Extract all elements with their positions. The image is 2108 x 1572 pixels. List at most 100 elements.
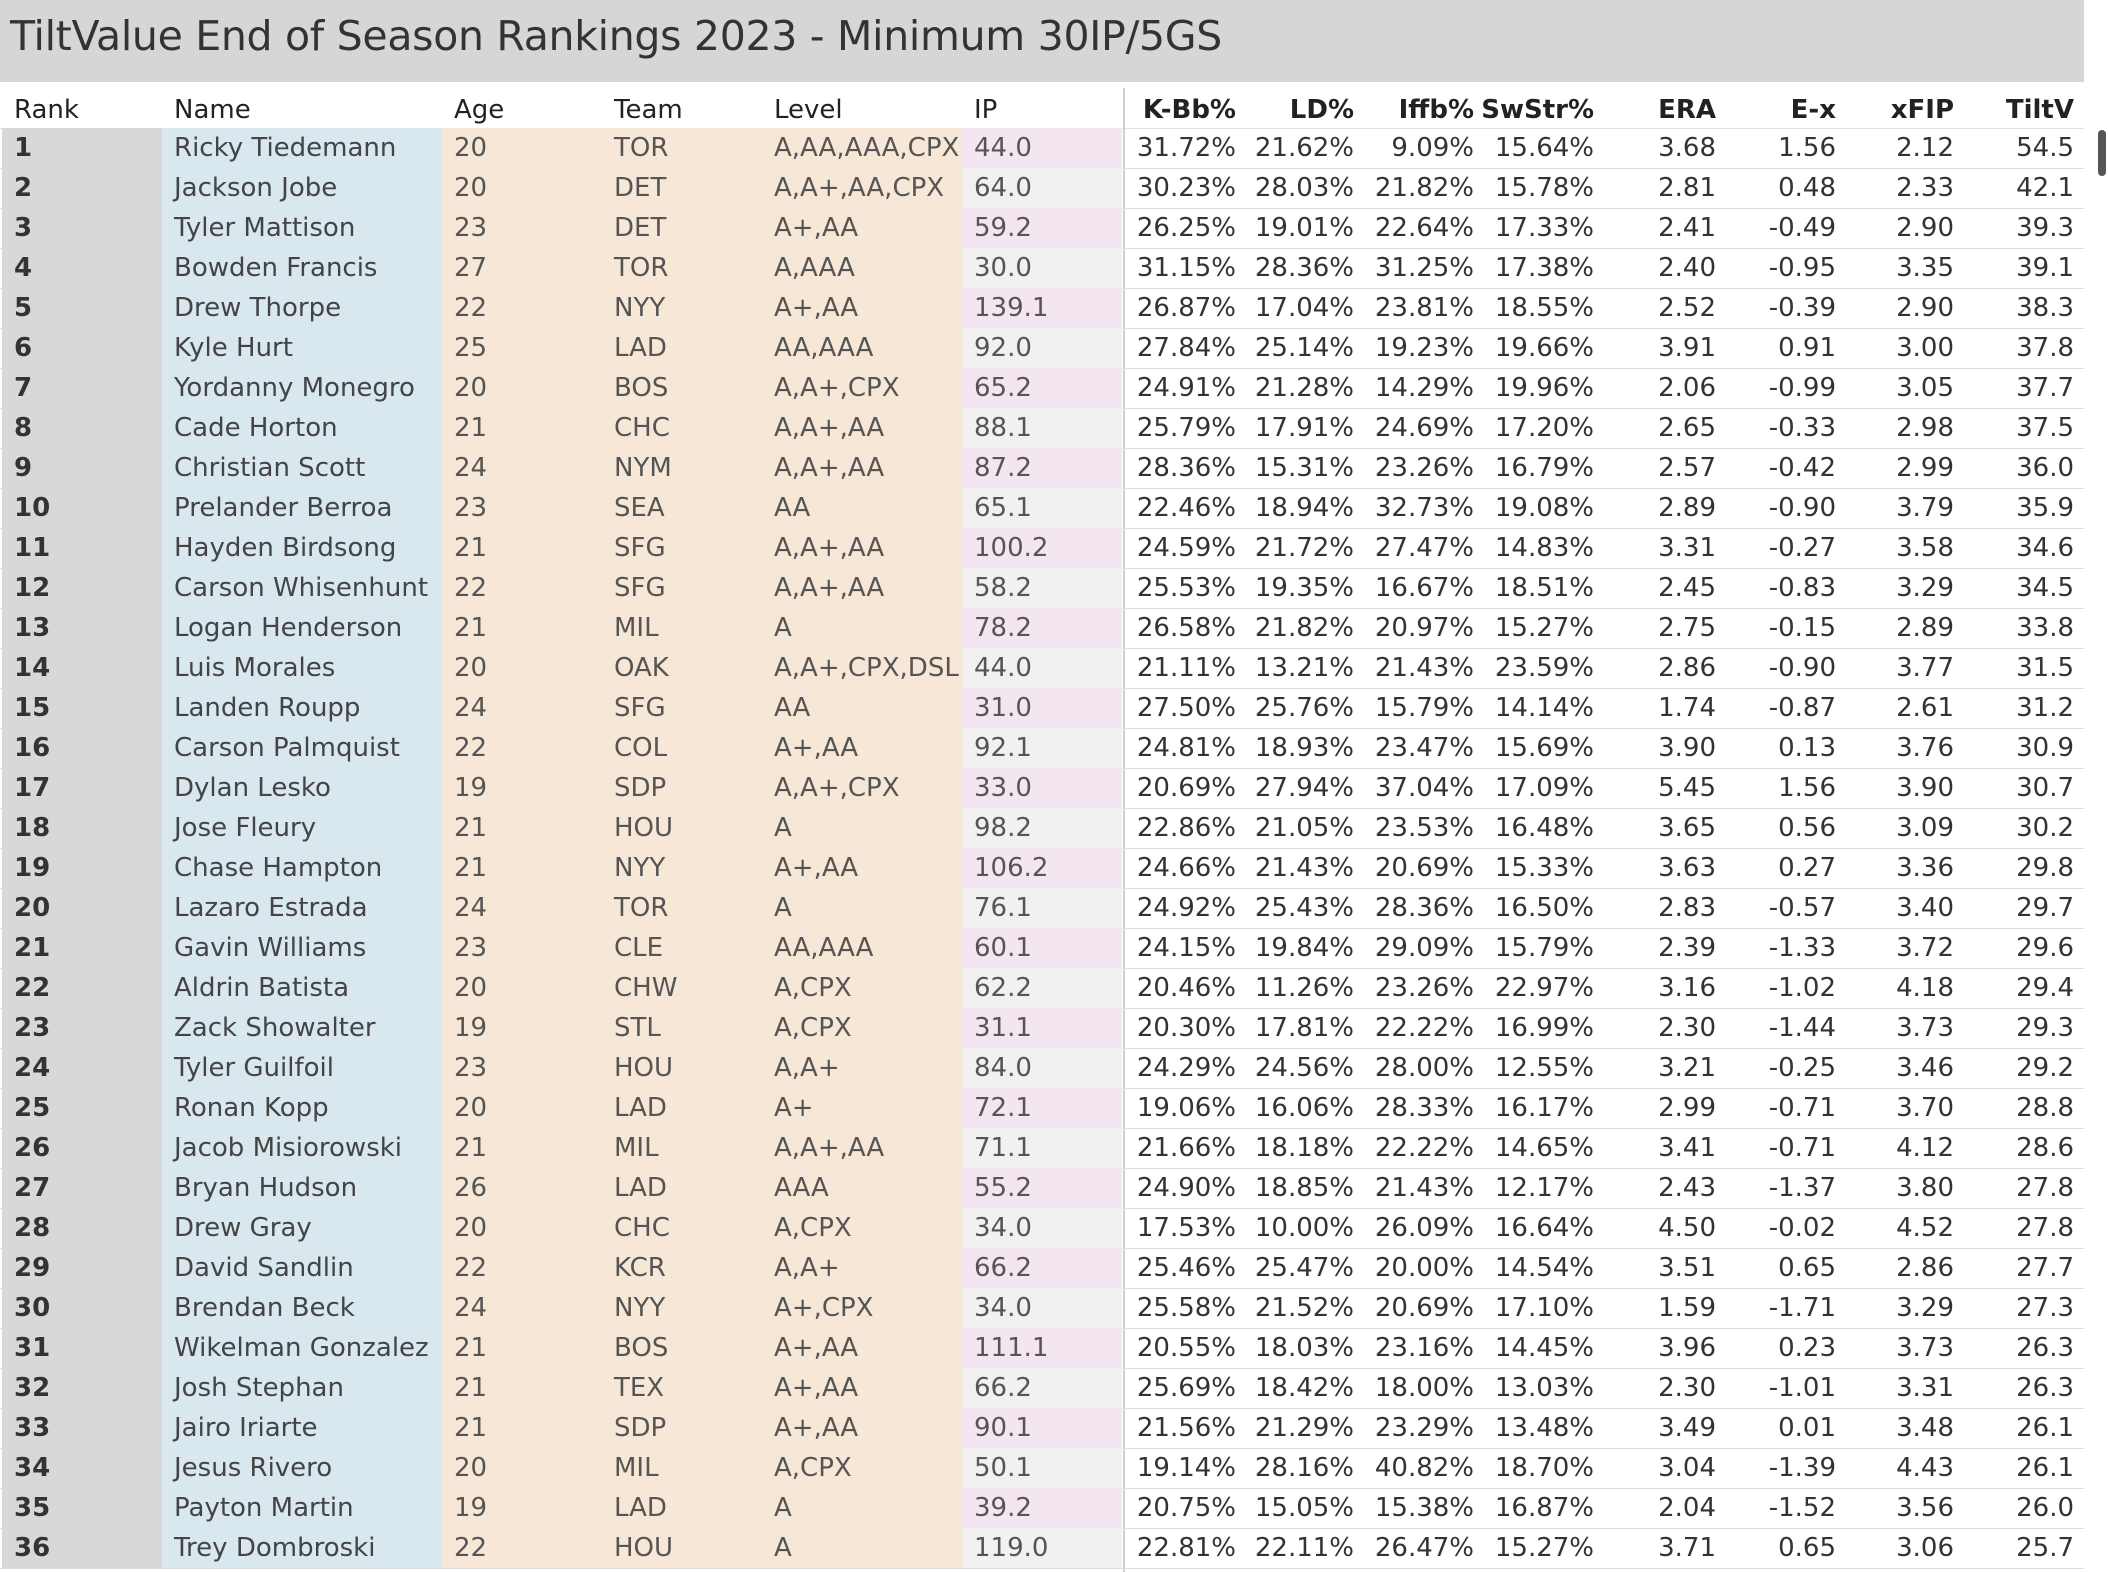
age-cell: 19: [442, 1008, 602, 1048]
ip-cell: 72.1: [962, 1088, 1122, 1128]
team-cell: KCR: [602, 1248, 762, 1288]
level-cell: AA: [762, 488, 962, 528]
iffb-cell: 23.29%: [1374, 1413, 1474, 1443]
table-row[interactable]: 4 Bowden Francis 27 TOR A,AAA 30.0 31.15% 28.36…: [0, 248, 2084, 289]
name-cell: Prelander Berroa: [162, 488, 442, 528]
col-header-ex[interactable]: E-x: [1790, 95, 1836, 125]
table-row[interactable]: 30 Brendan Beck 24 NYY A+,CPX 34.0 25.58% 21.52…: [0, 1288, 2084, 1329]
rank-cell: 16: [2, 728, 162, 768]
table-row[interactable]: 12 Carson Whisenhunt 22 SFG A,A+,AA 58.2 25.53…: [0, 568, 2084, 609]
swstr-cell: 13.48%: [1494, 1413, 1594, 1443]
ip-cell: 92.0: [962, 328, 1122, 368]
tiltv-cell: 28.6: [2016, 1133, 2074, 1163]
name-cell: Yordanny Monegro: [162, 368, 442, 408]
table-row[interactable]: 21 Gavin Williams 23 CLE AA,AAA 60.1 24.15% 19.…: [0, 928, 2084, 969]
table-row[interactable]: 16 Carson Palmquist 22 COL A+,AA 92.1 24.81% 18…: [0, 728, 2084, 769]
table-row[interactable]: 34 Jesus Rivero 20 MIL A,CPX 50.1 19.14% 28.16%…: [0, 1448, 2084, 1489]
table-row[interactable]: 1 Ricky Tiedemann 20 TOR A,AA,AAA,CPX 44.0 31.…: [0, 128, 2084, 169]
team-cell: SFG: [602, 568, 762, 608]
ip-cell: 84.0: [962, 1048, 1122, 1088]
iffb-cell: 23.26%: [1374, 453, 1474, 483]
table-row[interactable]: 15 Landen Roupp 24 SFG AA 31.0 27.50% 25.76% 15.…: [0, 688, 2084, 729]
table-row[interactable]: 11 Hayden Birdsong 21 SFG A,A+,AA 100.2 24.59%…: [0, 528, 2084, 569]
xfip-cell: 3.46: [1896, 1053, 1954, 1083]
col-header-ip[interactable]: IP: [974, 95, 998, 125]
table-row[interactable]: 24 Tyler Guilfoil 23 HOU A,A+ 84.0 24.29% 24.56…: [0, 1048, 2084, 1089]
tiltv-cell: 30.7: [2016, 773, 2074, 803]
table-row[interactable]: 31 Wikelman Gonzalez 21 BOS A+,AA 111.1 20.55%…: [0, 1328, 2084, 1369]
table-row[interactable]: 26 Jacob Misiorowski 21 MIL A,A+,AA 71.1 21.66…: [0, 1128, 2084, 1169]
vertical-scrollbar[interactable]: [2094, 88, 2108, 1572]
ex-cell: -0.27: [1768, 533, 1836, 563]
table-row[interactable]: 28 Drew Gray 20 CHC A,CPX 34.0 17.53% 10.00% 26.…: [0, 1208, 2084, 1249]
table-row[interactable]: 35 Payton Martin 19 LAD A 39.2 20.75% 15.05% 15.…: [0, 1488, 2084, 1529]
table-row[interactable]: 13 Logan Henderson 21 MIL A 78.2 26.58% 21.82% 2…: [0, 608, 2084, 649]
col-header-tiltv[interactable]: TiltV: [2005, 95, 2074, 125]
table-row[interactable]: 29 David Sandlin 22 KCR A,A+ 66.2 25.46% 25.47%…: [0, 1248, 2084, 1289]
table-row[interactable]: 33 Jairo Iriarte 21 SDP A+,AA 90.1 21.56% 21.29…: [0, 1408, 2084, 1449]
era-cell: 2.45: [1658, 573, 1716, 603]
kbb-cell: 21.56%: [1136, 1413, 1236, 1443]
scrollbar-thumb[interactable]: [2098, 130, 2106, 176]
col-header-kbb[interactable]: K-Bb%: [1142, 95, 1236, 125]
level-cell: A: [762, 1488, 962, 1528]
table-row[interactable]: 22 Aldrin Batista 20 CHW A,CPX 62.2 20.46% 11.2…: [0, 968, 2084, 1009]
kbb-cell: 24.92%: [1136, 893, 1236, 923]
kbb-cell: 20.69%: [1136, 773, 1236, 803]
table-row[interactable]: 32 Josh Stephan 21 TEX A+,AA 66.2 25.69% 18.42%…: [0, 1368, 2084, 1409]
swstr-cell: 17.10%: [1494, 1293, 1594, 1323]
ld-cell: 27.94%: [1254, 773, 1354, 803]
table-header: Rank Name Age Team Level IP K-Bb% LD% If…: [0, 88, 2084, 129]
iffb-cell: 26.09%: [1374, 1213, 1474, 1243]
table-row[interactable]: 19 Chase Hampton 21 NYY A+,AA 106.2 24.66% 21.4…: [0, 848, 2084, 889]
col-header-rank[interactable]: Rank: [14, 95, 79, 125]
table-row[interactable]: 25 Ronan Kopp 20 LAD A+ 72.1 19.06% 16.06% 28.33…: [0, 1088, 2084, 1129]
level-cell: AA,AAA: [762, 928, 962, 968]
col-header-team[interactable]: Team: [614, 95, 683, 125]
table-row[interactable]: 17 Dylan Lesko 19 SDP A,A+,CPX 33.0 20.69% 27.9…: [0, 768, 2084, 809]
col-header-age[interactable]: Age: [454, 95, 505, 125]
col-header-xfip[interactable]: xFIP: [1890, 95, 1954, 125]
table-row[interactable]: 5 Drew Thorpe 22 NYY A+,AA 139.1 26.87% 17.04% 2…: [0, 288, 2084, 329]
team-cell: OAK: [602, 648, 762, 688]
age-cell: 22: [442, 728, 602, 768]
table-row[interactable]: 6 Kyle Hurt 25 LAD AA,AAA 92.0 27.84% 25.14% 19.…: [0, 328, 2084, 369]
table-row[interactable]: 2 Jackson Jobe 20 DET A,A+,AA,CPX 64.0 30.23% 2…: [0, 168, 2084, 209]
ex-cell: -0.57: [1768, 893, 1836, 923]
era-cell: 3.91: [1658, 333, 1716, 363]
ex-cell: -1.44: [1768, 1013, 1836, 1043]
ex-cell: -0.87: [1768, 693, 1836, 723]
kbb-cell: 22.46%: [1136, 493, 1236, 523]
table-row[interactable]: 10 Prelander Berroa 23 SEA AA 65.1 22.46% 18.94…: [0, 488, 2084, 529]
ld-cell: 21.05%: [1254, 813, 1354, 843]
level-cell: A,AAA: [762, 248, 962, 288]
table-row[interactable]: 14 Luis Morales 20 OAK A,A+,CPX,DSL 44.0 21.11…: [0, 648, 2084, 689]
name-cell: Dylan Lesko: [162, 768, 442, 808]
era-cell: 2.81: [1658, 173, 1716, 203]
col-header-era[interactable]: ERA: [1658, 95, 1716, 125]
table-row[interactable]: 8 Cade Horton 21 CHC A,A+,AA 88.1 25.79% 17.91%…: [0, 408, 2084, 449]
table-row[interactable]: 36 Trey Dombroski 22 HOU A 119.0 22.81% 22.11% 2…: [0, 1528, 2084, 1569]
rank-cell: 25: [2, 1088, 162, 1128]
table-row[interactable]: 27 Bryan Hudson 26 LAD AAA 55.2 24.90% 18.85% 21…: [0, 1168, 2084, 1209]
table-row[interactable]: 9 Christian Scott 24 NYM A,A+,AA 87.2 28.36% 15…: [0, 448, 2084, 489]
col-header-swstr[interactable]: SwStr%: [1481, 95, 1594, 125]
era-cell: 3.65: [1658, 813, 1716, 843]
ld-cell: 25.76%: [1254, 693, 1354, 723]
table-row[interactable]: 7 Yordanny Monegro 20 BOS A,A+,CPX 65.2 24.91%…: [0, 368, 2084, 409]
tiltv-cell: 26.1: [2016, 1413, 2074, 1443]
table-row[interactable]: 3 Tyler Mattison 23 DET A+,AA 59.2 26.25% 19.01…: [0, 208, 2084, 249]
age-cell: 20: [442, 968, 602, 1008]
col-header-iffb[interactable]: Iffb%: [1398, 95, 1474, 125]
table-row[interactable]: 23 Zack Showalter 19 STL A,CPX 31.1 20.30% 17.8…: [0, 1008, 2084, 1049]
rank-cell: 3: [2, 208, 162, 248]
name-cell: Carson Palmquist: [162, 728, 442, 768]
xfip-cell: 2.33: [1896, 173, 1954, 203]
age-cell: 20: [442, 1448, 602, 1488]
col-header-name[interactable]: Name: [174, 95, 251, 125]
table-row[interactable]: 18 Jose Fleury 21 HOU A 98.2 22.86% 21.05% 23.53…: [0, 808, 2084, 849]
ip-cell: 64.0: [962, 168, 1122, 208]
col-header-ld[interactable]: LD%: [1289, 95, 1354, 125]
table-row[interactable]: 20 Lazaro Estrada 24 TOR A 76.1 24.92% 25.43% 28…: [0, 888, 2084, 929]
col-header-level[interactable]: Level: [774, 95, 843, 125]
